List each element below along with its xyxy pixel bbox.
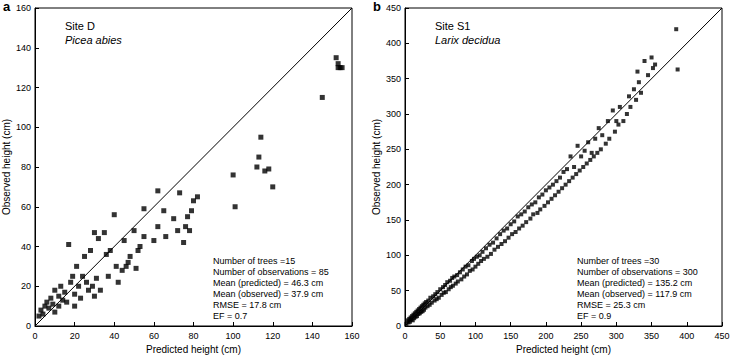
svg-text:Predicted height (cm): Predicted height (cm) [516, 344, 611, 355]
svg-text:0: 0 [402, 331, 407, 341]
svg-text:120: 120 [16, 83, 31, 93]
svg-text:400: 400 [679, 331, 694, 341]
svg-text:80: 80 [21, 162, 31, 172]
svg-text:250: 250 [386, 144, 401, 154]
svg-text:160: 160 [344, 331, 359, 341]
svg-text:Picea abies: Picea abies [65, 34, 122, 46]
svg-text:300: 300 [609, 331, 624, 341]
svg-text:Observed height (cm): Observed height (cm) [1, 119, 12, 215]
svg-text:Number of trees =15: Number of trees =15 [213, 256, 295, 266]
svg-text:Number of observations = 85: Number of observations = 85 [213, 267, 329, 277]
svg-text:Mean (predicted) = 135.2 cm: Mean (predicted) = 135.2 cm [577, 278, 692, 288]
svg-text:350: 350 [386, 74, 401, 84]
svg-text:50: 50 [391, 286, 401, 296]
svg-text:Site S1: Site S1 [435, 20, 470, 32]
svg-text:160: 160 [16, 3, 31, 13]
svg-text:Predicted height (cm): Predicted height (cm) [146, 344, 241, 355]
svg-text:20: 20 [21, 281, 31, 291]
svg-text:50: 50 [435, 331, 445, 341]
svg-text:RMSE = 25.3 cm: RMSE = 25.3 cm [577, 300, 645, 310]
svg-text:Number of trees =30: Number of trees =30 [577, 256, 659, 266]
svg-text:60: 60 [21, 202, 31, 212]
svg-text:450: 450 [386, 3, 401, 13]
svg-text:Mean (predicted) = 46.3 cm: Mean (predicted) = 46.3 cm [213, 278, 323, 288]
svg-text:Larix decidua: Larix decidua [435, 34, 500, 46]
svg-text:250: 250 [574, 331, 589, 341]
svg-text:b: b [373, 0, 381, 14]
svg-text:120: 120 [265, 331, 280, 341]
svg-text:EF = 0.9: EF = 0.9 [577, 311, 611, 321]
svg-text:350: 350 [644, 331, 659, 341]
svg-text:200: 200 [386, 180, 401, 190]
svg-text:100: 100 [386, 250, 401, 260]
svg-text:400: 400 [386, 38, 401, 48]
svg-text:100: 100 [468, 331, 483, 341]
svg-text:140: 140 [16, 43, 31, 53]
svg-text:80: 80 [188, 331, 198, 341]
svg-text:150: 150 [386, 215, 401, 225]
svg-text:20: 20 [70, 331, 80, 341]
svg-text:150: 150 [503, 331, 518, 341]
svg-text:Number of observations = 300: Number of observations = 300 [577, 267, 698, 277]
svg-text:100: 100 [226, 331, 241, 341]
svg-text:a: a [3, 0, 11, 14]
svg-text:60: 60 [149, 331, 159, 341]
svg-text:Observed height (cm): Observed height (cm) [371, 119, 382, 215]
svg-text:300: 300 [386, 109, 401, 119]
svg-text:0: 0 [32, 331, 37, 341]
svg-text:40: 40 [109, 331, 119, 341]
svg-text:0: 0 [396, 321, 401, 331]
svg-text:100: 100 [16, 122, 31, 132]
svg-text:140: 140 [305, 331, 320, 341]
svg-text:Mean (observed) = 37.9 cm: Mean (observed) = 37.9 cm [213, 289, 323, 299]
svg-text:40: 40 [21, 242, 31, 252]
svg-text:RMSE = 17.8 cm: RMSE = 17.8 cm [213, 300, 281, 310]
svg-text:EF = 0.7: EF = 0.7 [213, 311, 247, 321]
svg-text:450: 450 [714, 331, 729, 341]
svg-text:Site D: Site D [65, 20, 95, 32]
svg-text:200: 200 [538, 331, 553, 341]
svg-text:0: 0 [26, 321, 31, 331]
svg-text:Mean (observed) = 117.9 cm: Mean (observed) = 117.9 cm [577, 289, 692, 299]
